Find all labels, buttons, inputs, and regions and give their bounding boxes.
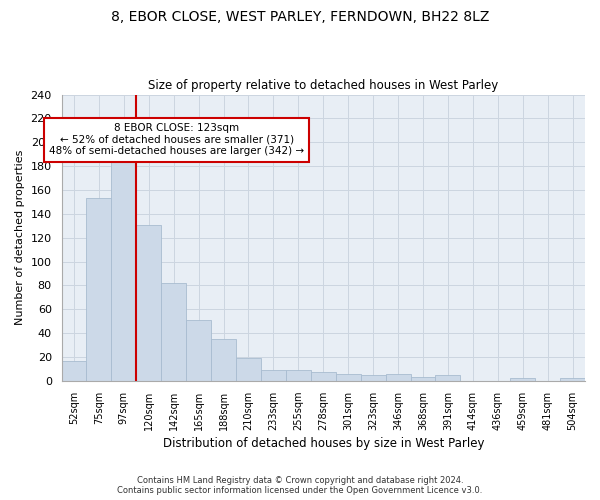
Text: 8 EBOR CLOSE: 123sqm
← 52% of detached houses are smaller (371)
48% of semi-deta: 8 EBOR CLOSE: 123sqm ← 52% of detached h… bbox=[49, 123, 304, 156]
Bar bbox=[62, 360, 86, 381]
X-axis label: Distribution of detached houses by size in West Parley: Distribution of detached houses by size … bbox=[163, 437, 484, 450]
Bar bbox=[211, 339, 236, 381]
Bar bbox=[136, 224, 161, 381]
Text: 8, EBOR CLOSE, WEST PARLEY, FERNDOWN, BH22 8LZ: 8, EBOR CLOSE, WEST PARLEY, FERNDOWN, BH… bbox=[111, 10, 489, 24]
Title: Size of property relative to detached houses in West Parley: Size of property relative to detached ho… bbox=[148, 79, 499, 92]
Bar bbox=[186, 320, 211, 381]
Bar bbox=[336, 374, 361, 381]
Bar bbox=[410, 378, 436, 381]
Bar bbox=[510, 378, 535, 381]
Bar bbox=[560, 378, 585, 381]
Bar bbox=[436, 375, 460, 381]
Bar bbox=[86, 198, 112, 381]
Bar bbox=[311, 372, 336, 381]
Text: Contains HM Land Registry data © Crown copyright and database right 2024.
Contai: Contains HM Land Registry data © Crown c… bbox=[118, 476, 482, 495]
Bar bbox=[386, 374, 410, 381]
Bar bbox=[112, 160, 136, 381]
Y-axis label: Number of detached properties: Number of detached properties bbox=[15, 150, 25, 326]
Bar bbox=[261, 370, 286, 381]
Bar bbox=[236, 358, 261, 381]
Bar bbox=[286, 370, 311, 381]
Bar bbox=[361, 375, 386, 381]
Bar bbox=[161, 283, 186, 381]
